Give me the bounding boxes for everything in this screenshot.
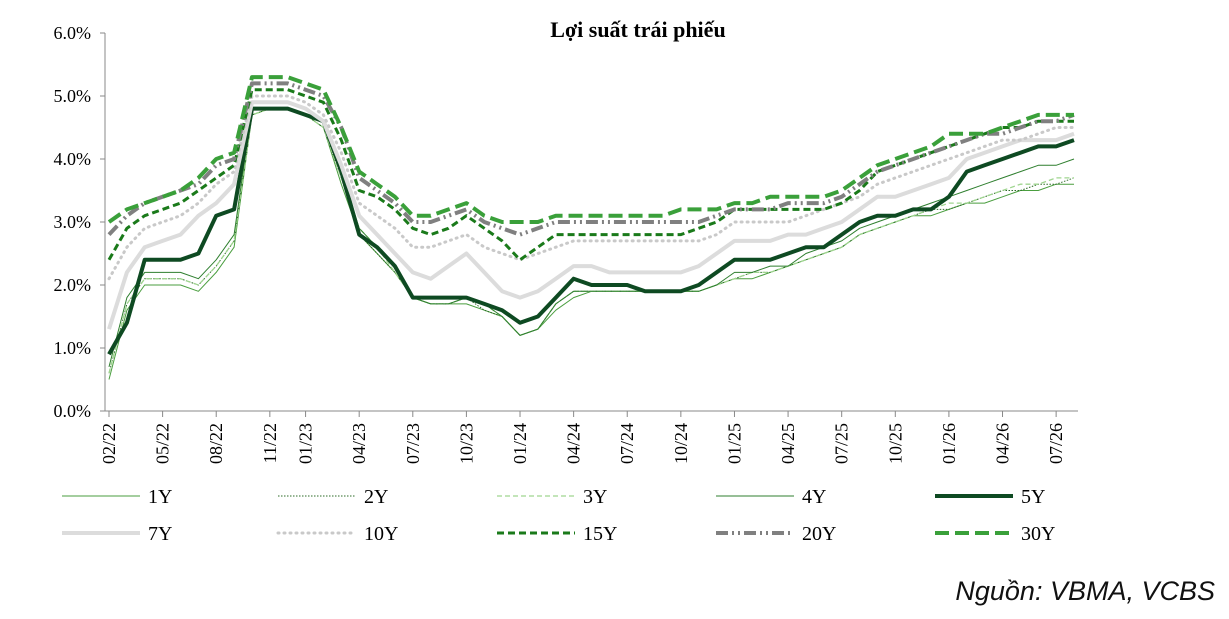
series-line-1y (108, 108, 1074, 380)
y-tick-label: 3.0% (54, 212, 92, 232)
x-tick-label: 07/26 (1046, 423, 1066, 464)
chart-title: Lợi suất trái phiếu (550, 17, 725, 42)
legend: 1Y 2Y 3Y 4Y 5Y 7Y 10Y 15Y 20Y 30Y (62, 486, 1055, 545)
x-tick-label: 07/25 (832, 423, 852, 464)
x-tick-label: 01/25 (724, 423, 744, 464)
x-tick-label: 10/25 (885, 423, 905, 464)
series-line-7y (107, 100, 1075, 330)
y-tick-label: 0.0% (54, 401, 92, 421)
series-line-15y (107, 88, 1074, 262)
legend-label: 15Y (583, 523, 617, 545)
x-tick-label: 07/23 (403, 423, 423, 464)
x-tick-label: 01/24 (510, 423, 530, 464)
series-line-20y (107, 81, 1075, 237)
source-note: Nguồn: VBMA, VCBS (955, 576, 1215, 606)
x-tick-label: 07/24 (617, 423, 637, 464)
y-tick-label: 4.0% (54, 149, 92, 169)
legend-label: 3Y (583, 486, 607, 508)
series-line-4y (108, 108, 1075, 368)
y-tick-label: 1.0% (54, 338, 92, 358)
series-lines (107, 75, 1076, 380)
legend-label: 1Y (148, 486, 172, 508)
legend-label: 7Y (148, 523, 172, 545)
y-tick-label: 2.0% (54, 275, 92, 295)
x-tick-label: 04/24 (564, 423, 584, 464)
x-tick-label: 01/23 (296, 423, 316, 464)
y-axis: 0.0% 1.0% 2.0% 3.0% 4.0% 5.0% 6.0% (54, 23, 92, 421)
x-tick-label: 04/26 (993, 423, 1013, 464)
legend-label: 2Y (364, 486, 388, 508)
x-tick-label: 08/22 (206, 423, 226, 464)
x-tick-label: 05/22 (153, 423, 173, 464)
yield-line-chart: Lợi suất trái phiếu 0.0% 1.0% 2.0% 3.0% 4.0%… (54, 17, 1078, 545)
legend-label: 10Y (364, 523, 398, 545)
x-tick-label: 04/25 (778, 423, 798, 464)
y-tick-label: 6.0% (54, 23, 92, 43)
x-tick-label: 02/22 (99, 423, 119, 464)
legend-label: 5Y (1021, 486, 1045, 508)
series-line-5y (107, 106, 1075, 356)
series-line-30y (107, 75, 1074, 224)
x-tick-label: 10/23 (456, 423, 476, 464)
x-tick-label: 11/22 (260, 423, 280, 463)
x-tick-label: 04/23 (349, 423, 369, 464)
legend-label: 30Y (1021, 523, 1055, 545)
legend-label: 20Y (802, 523, 836, 545)
x-tick-label: 10/24 (671, 423, 691, 464)
x-tick-label: 01/26 (939, 423, 959, 464)
axes-lines (100, 32, 1078, 412)
legend-label: 4Y (802, 486, 826, 508)
series-line-10y (107, 94, 1076, 281)
x-axis: 02/22 05/22 08/22 11/22 01/23 04/23 07/23 10/23… (99, 411, 1066, 464)
y-tick-label: 5.0% (54, 86, 92, 106)
